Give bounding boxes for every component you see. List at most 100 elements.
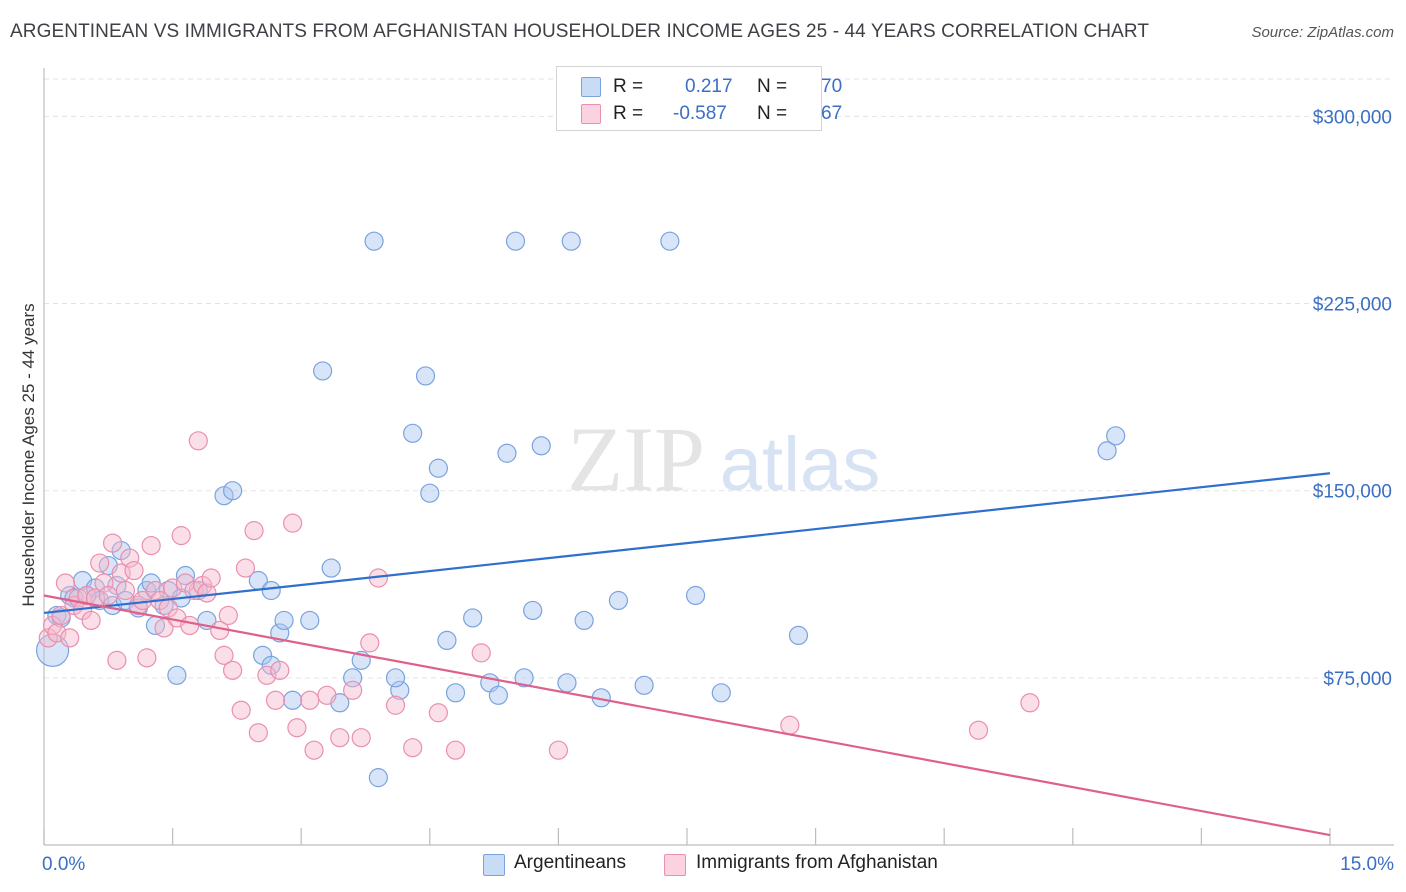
afghanistan-point [201,568,221,588]
x-tick-label: 0.0% [42,854,85,875]
afghanistan-point [171,526,191,546]
argentinean-point [574,610,594,631]
blue-swatch [581,77,601,97]
afghanistan-point [141,535,161,556]
argentinean-point [1106,426,1126,446]
argentinean-point [608,590,629,611]
argentinean-point [175,565,196,586]
argentinean-point [403,423,423,443]
afghanistan-point [428,703,448,723]
argentinean-point [685,585,706,606]
source-credit: Source: ZipAtlas.com [1251,24,1394,41]
y-tick-label: $150,000 [1313,482,1392,503]
watermark-zip: ZIP [567,408,705,510]
afghanistan-point [403,738,423,758]
afghanistan-point [548,740,569,760]
gridlines [44,78,1394,679]
argentinean-point [788,625,809,646]
argentinean-point [368,768,388,788]
legend-label-afghanistan: Immigrants from Afghanistan [696,852,938,873]
argentinean-point [364,231,384,251]
afghanistan-point [197,583,217,603]
afghanistan-point [231,700,251,720]
argentinean-point [390,680,410,700]
afghanistan-point [223,660,243,680]
n-label: N = [757,76,788,97]
argentinean-point [415,366,436,386]
afghanistan-point [360,633,380,653]
y-tick-label: $75,000 [1323,669,1392,690]
argentinean-point [1097,441,1117,461]
argentinean-point [300,610,320,631]
afghanistan-point [283,513,303,533]
afghanistan-point [60,628,80,648]
n-value: 67 [821,103,843,124]
afghanistan-point [304,740,324,760]
argentinean-point [488,685,508,705]
r-label: R = [613,76,644,97]
afghanistan-point [968,720,989,740]
legend-swatch-argentineans [483,854,505,876]
afghanistan-point [780,715,800,735]
argentinean-point [274,610,294,631]
afghanistan-point [180,615,200,636]
y-tick-label: $225,000 [1313,295,1392,316]
argentinean-point [313,361,333,381]
afghanistan-point [55,573,76,593]
afghanistan-point [137,648,157,668]
afghanistan-point [248,723,268,743]
argentinean-point [514,668,534,688]
argentinean-point [445,683,466,703]
afghanistan-point [287,718,307,738]
argentinean-point [497,443,517,463]
afghanistan-point [235,558,256,578]
trend-lines [43,472,1331,837]
argentinean-point [428,458,448,478]
afghanistan-point [471,643,491,663]
n-label: N = [757,103,788,124]
argentinean-point [261,580,281,601]
r-label: R = [613,103,644,124]
afghanistan-point [257,665,277,685]
afghanistan-point [94,573,114,593]
axes [43,68,1394,846]
argentinean-point [561,231,581,251]
afghanistan-point [102,533,123,553]
afghanistan-point [1020,693,1040,713]
afghanistan-point [120,548,140,568]
tick-labels: $75,000 $150,000 $225,000 $300,000 0.0% 15.0% [42,107,1394,875]
pink-swatch [581,104,601,124]
y-axis-label: Householder Income Ages 25 - 44 years [19,303,38,607]
r-value: -0.587 [673,103,727,124]
legend-swatch-afghanistan [664,854,686,876]
afghanistan-point [214,645,234,665]
afghanistan-point [343,680,363,700]
afghanistan-point [90,553,110,573]
afghanistan-trend-line [43,594,1331,837]
argentinean-trend-line [43,472,1331,615]
chart-title: ARGENTINEAN VS IMMIGRANTS FROM AFGHANIST… [10,21,1150,42]
afghanistan-point [124,560,144,581]
argentinean-point [437,630,457,651]
argentinean-point [167,665,187,685]
r-value: 0.217 [685,76,733,97]
argentinean-point [463,608,483,628]
y-tick-label: $300,000 [1313,107,1392,128]
argentinean-point [420,483,440,503]
correlation-legend: R = 0.217 N = 70 R = -0.587 N = 67 [556,66,842,131]
afghanistan-point [244,521,264,541]
scatter-points [35,231,1126,788]
afghanistan-point [265,690,286,710]
afghanistan-point [188,431,208,451]
argentinean-point [634,675,654,695]
argentinean-point [321,558,341,578]
afghanistan-point [98,585,118,606]
afghanistan-point [445,740,466,760]
argentinean-point [531,436,551,456]
afghanistan-point [385,695,406,715]
afghanistan-point [115,580,136,601]
afghanistan-point [218,605,238,626]
afghanistan-point [351,728,371,748]
argentinean-point [223,481,243,501]
